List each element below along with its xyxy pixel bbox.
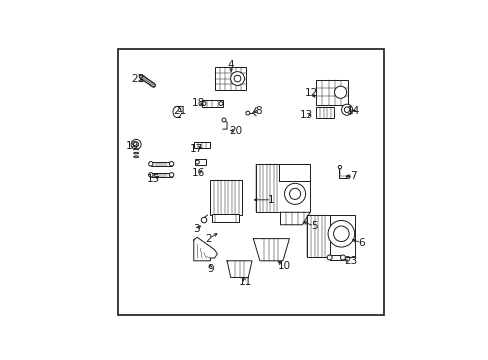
Text: 2: 2 [205, 234, 212, 244]
Circle shape [338, 166, 341, 169]
Bar [194, 159, 205, 165]
Text: 3: 3 [193, 224, 200, 234]
Circle shape [344, 107, 349, 112]
Circle shape [230, 72, 244, 85]
Bar [316, 107, 334, 118]
Circle shape [340, 255, 345, 260]
Text: 19: 19 [126, 141, 139, 151]
Bar [329, 255, 342, 260]
Circle shape [234, 75, 241, 82]
Circle shape [284, 183, 305, 204]
Text: 22: 22 [131, 74, 144, 84]
Circle shape [131, 139, 141, 149]
Circle shape [133, 142, 138, 147]
Circle shape [346, 175, 349, 179]
Text: 9: 9 [207, 264, 213, 274]
Circle shape [202, 102, 205, 105]
Circle shape [341, 104, 352, 115]
Circle shape [169, 162, 173, 166]
Circle shape [334, 86, 346, 98]
Text: 16: 16 [191, 168, 204, 179]
Text: 11: 11 [238, 276, 251, 287]
Circle shape [326, 255, 331, 260]
Bar [210, 180, 242, 215]
Circle shape [219, 102, 223, 105]
Bar [212, 214, 238, 222]
Polygon shape [193, 237, 217, 261]
Text: 20: 20 [228, 126, 242, 135]
Text: 8: 8 [255, 106, 262, 116]
Bar [256, 164, 309, 212]
Bar [315, 80, 347, 105]
Text: 10: 10 [277, 261, 290, 271]
Bar [307, 215, 354, 257]
Text: 7: 7 [349, 171, 356, 181]
Polygon shape [226, 261, 251, 278]
Text: 5: 5 [310, 221, 317, 231]
Circle shape [333, 226, 348, 242]
Text: 15: 15 [147, 174, 160, 184]
Circle shape [327, 220, 354, 247]
Circle shape [245, 111, 249, 115]
Bar [150, 173, 171, 177]
Circle shape [148, 162, 153, 166]
Bar [150, 162, 171, 166]
Circle shape [195, 160, 199, 164]
Text: 13: 13 [299, 110, 312, 120]
Polygon shape [202, 100, 223, 107]
Text: 6: 6 [357, 238, 364, 248]
Text: 12: 12 [305, 88, 318, 98]
Polygon shape [253, 239, 289, 261]
Circle shape [289, 188, 300, 199]
Polygon shape [280, 212, 309, 225]
Text: 21: 21 [173, 105, 186, 116]
Text: 14: 14 [346, 106, 359, 116]
Text: 4: 4 [227, 60, 234, 70]
Text: 18: 18 [191, 98, 204, 108]
Circle shape [201, 217, 206, 223]
Circle shape [148, 173, 153, 177]
Text: 23: 23 [343, 256, 356, 266]
Circle shape [222, 118, 225, 122]
Bar [214, 67, 246, 90]
Text: 1: 1 [267, 195, 274, 205]
Bar [193, 142, 210, 148]
Circle shape [169, 173, 173, 177]
Text: 17: 17 [189, 144, 203, 153]
